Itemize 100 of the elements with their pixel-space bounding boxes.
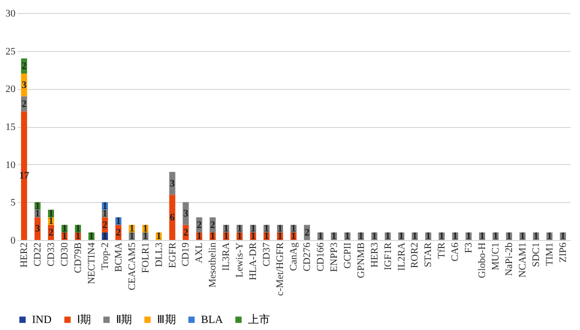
x-tick-label: EGFR: [167, 242, 178, 268]
data-label: 2: [210, 220, 216, 231]
data-label: 2: [48, 227, 54, 238]
data-label: 1: [278, 231, 283, 242]
y-tick-label: 20: [6, 84, 16, 96]
x-tick-label: CanAg: [288, 242, 300, 271]
data-label: 1: [412, 231, 418, 242]
data-label: 1: [35, 208, 40, 220]
x-tick-label: TIM1: [544, 242, 556, 266]
x-tick-label: BCMA: [113, 242, 124, 272]
x-tick-label: CD276: [302, 242, 313, 272]
data-label: 1: [102, 208, 108, 220]
x-tick-label: IL3RA: [221, 242, 232, 271]
data-label: 1: [480, 231, 485, 242]
x-tick-label: Trop-2: [100, 242, 111, 270]
data-label: 1: [398, 231, 404, 242]
data-label: 1: [210, 231, 216, 242]
y-tick-label: 25: [6, 46, 16, 58]
data-label: 1: [452, 231, 458, 242]
data-label: 1: [88, 231, 94, 242]
data-label: 2: [22, 60, 27, 72]
data-label: 1: [264, 231, 270, 242]
data-label: 1: [102, 231, 108, 242]
x-tick-label: CD79B: [72, 242, 84, 274]
legend-label: BLA: [201, 314, 224, 326]
legend-label: Ⅰ期: [77, 314, 91, 326]
data-label: 1: [466, 231, 472, 242]
x-tick-label: ROR2: [410, 242, 421, 268]
x-tick-label: CD30: [59, 242, 70, 266]
data-label: 2: [304, 227, 310, 238]
bar: [182, 202, 189, 225]
data-label: 1: [506, 231, 512, 242]
x-tick-label: NaPi-2b: [504, 242, 516, 276]
x-tick-label: CD33: [46, 242, 58, 266]
data-label: 1: [116, 216, 121, 228]
data-label: 1: [129, 231, 134, 242]
data-label: 1: [520, 231, 526, 242]
bar: [21, 111, 28, 240]
x-tick-label: IGF1R: [382, 242, 394, 270]
data-label: 1: [102, 200, 108, 212]
x-tick-label: GPNMB: [356, 242, 367, 278]
y-tick-label: 30: [6, 8, 16, 20]
legend-label: Ⅱ期: [116, 314, 132, 326]
data-label: 1: [560, 231, 566, 242]
data-label: 1: [75, 231, 80, 242]
x-tick-label: HER2: [19, 242, 30, 268]
y-tick-label: 15: [6, 122, 16, 133]
data-label: 3: [170, 178, 175, 190]
data-label: 1: [48, 216, 54, 228]
data-label: 1: [331, 231, 336, 242]
bar: [169, 172, 176, 195]
data-label: 3: [183, 208, 188, 220]
x-tick-label: ENPP3: [328, 242, 340, 272]
data-label: 3: [35, 224, 40, 235]
x-tick-label: STAR: [423, 242, 434, 268]
x-tick-label: SDC1: [530, 242, 542, 267]
data-label: 1: [196, 231, 202, 242]
legend-label: 上市: [248, 312, 270, 326]
x-tick-label: CD166: [315, 242, 326, 272]
data-label: 1: [250, 231, 256, 242]
data-label: 1: [344, 231, 350, 242]
x-tick-label: F3: [464, 242, 475, 254]
data-label: 1: [156, 231, 162, 242]
x-tick-label: c-Met/HGFR: [275, 242, 286, 296]
x-tick-label: NCAM1: [518, 242, 529, 278]
bar: [169, 194, 176, 240]
x-tick-label: DLL3: [154, 242, 165, 267]
data-label: 1: [237, 231, 242, 242]
x-tick-label: HER3: [369, 242, 380, 268]
x-tick-label: Lewis-Y: [234, 242, 246, 278]
data-label: 3: [22, 80, 27, 91]
x-tick-label: AXL: [194, 242, 206, 264]
data-label: 2: [196, 220, 202, 231]
data-label: 1: [224, 231, 229, 242]
legend-label: Ⅲ期: [157, 314, 176, 326]
x-tick-label: IL2RA: [396, 242, 408, 271]
x-tick-label: MUC1: [490, 242, 502, 270]
x-tick-label: FOLR1: [140, 242, 152, 274]
x-tick-label: GCPII: [342, 242, 354, 269]
x-tick-label: CD37: [262, 242, 273, 266]
data-label: 1: [358, 231, 364, 242]
data-label: 1: [439, 231, 444, 242]
data-label: 1: [318, 231, 323, 242]
legend-label: IND: [32, 314, 52, 326]
data-label: 1: [62, 231, 67, 242]
y-tick-label: 10: [6, 160, 16, 171]
data-label: 1: [426, 231, 431, 242]
x-tick-label: CD22: [32, 242, 44, 266]
data-label: 2: [22, 98, 27, 110]
x-tick-label: ZIP6: [558, 242, 569, 262]
x-tick-label: CA6: [450, 242, 462, 262]
data-label: 2: [116, 227, 121, 238]
x-tick-label: CD19: [180, 242, 192, 266]
data-label: 2: [102, 220, 108, 231]
x-tick-label: CEACAM5: [126, 242, 138, 290]
x-tick-label: NECTIN4: [86, 242, 98, 284]
data-label: 1: [142, 231, 148, 242]
data-label: 1: [533, 231, 538, 242]
data-label: 2: [183, 227, 188, 238]
data-label: 1: [291, 231, 296, 242]
